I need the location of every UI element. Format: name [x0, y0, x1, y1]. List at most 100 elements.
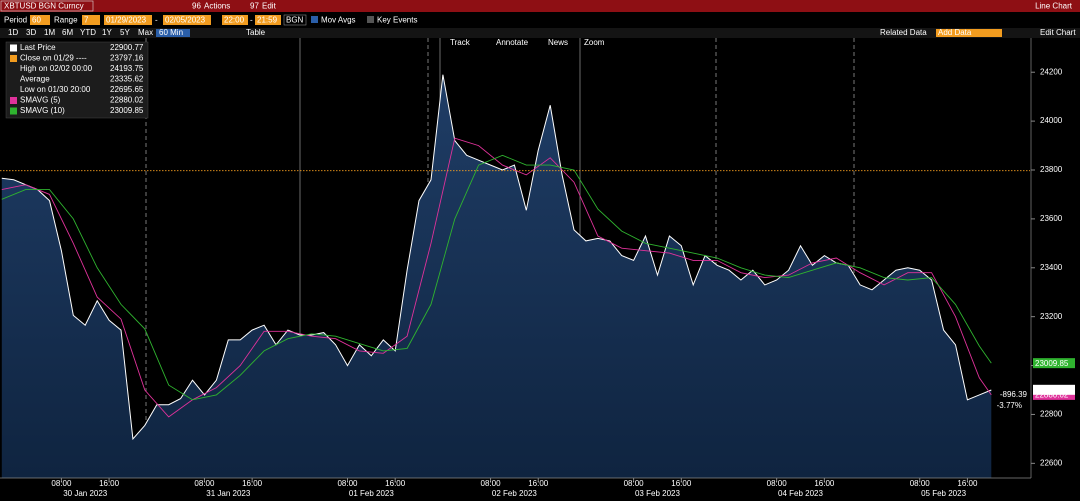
source-box[interactable]	[283, 14, 307, 26]
start-date-box[interactable]	[104, 15, 152, 25]
edit-menu[interactable]: Edit	[262, 2, 277, 11]
source[interactable]: BGN	[286, 16, 304, 25]
legend-value: 23797.16	[110, 54, 144, 63]
x-tick-label: 16:00	[242, 479, 263, 488]
actions-menu[interactable]: Actions	[204, 2, 230, 11]
add-data-box[interactable]	[936, 29, 1002, 37]
day-label: 31 Jan 2023	[206, 489, 251, 498]
chart-tool[interactable]: News	[548, 38, 568, 47]
timeframe-button[interactable]: Max	[138, 28, 153, 37]
x-tick-label: 08:00	[481, 479, 502, 488]
period-input[interactable]: 60	[32, 16, 41, 25]
timeframe-button[interactable]: 6M	[62, 28, 73, 37]
y-tick-label: 24000	[1040, 116, 1063, 125]
day-label: 30 Jan 2023	[63, 489, 108, 498]
title-bar	[0, 0, 1080, 12]
timeframe-button[interactable]: 1M	[44, 28, 55, 37]
edit-chart[interactable]: Edit Chart	[1040, 28, 1076, 37]
controls-bg	[0, 12, 1080, 28]
legend-label: Average	[20, 75, 50, 84]
legend-label: High on 02/02 00:00	[20, 64, 93, 73]
x-tick-label: 16:00	[385, 479, 406, 488]
y-tick-label: 23800	[1040, 165, 1063, 174]
controls-row: Period 60 Range 7 01/29/2023-02/05/2023 22:00…	[0, 12, 1080, 28]
legend-bg	[5, 41, 149, 119]
end-time-box[interactable]	[255, 15, 281, 25]
separator: -	[155, 16, 158, 25]
interval-box[interactable]	[156, 29, 190, 37]
last-value-box	[1033, 358, 1075, 369]
y-tick-label: 22800	[1040, 410, 1063, 419]
actions-code: 96	[192, 2, 201, 11]
x-tick-label: 08:00	[194, 479, 215, 488]
period-input-box[interactable]	[30, 15, 50, 25]
y-tick-label: 24200	[1040, 67, 1063, 76]
legend-value: 23009.85	[110, 106, 144, 115]
start-time-box[interactable]	[222, 15, 248, 25]
x-tick-label: 08:00	[337, 479, 358, 488]
legend-label: Low on 01/30 20:00	[20, 85, 91, 94]
series-line	[1, 137, 992, 418]
x-tick-label: 08:00	[624, 479, 645, 488]
add-data[interactable]: Add Data	[938, 28, 972, 37]
chart-tool[interactable]: Track	[450, 38, 471, 47]
end-time[interactable]: 21:59	[257, 16, 278, 25]
last-value-box	[1033, 389, 1075, 400]
key-events[interactable]: Key Events	[377, 16, 417, 25]
timeframe-button[interactable]: 1D	[8, 28, 18, 37]
start-time[interactable]: 22:00	[224, 16, 245, 25]
legend-label: Last Price	[20, 43, 56, 52]
ticker-box[interactable]	[0, 0, 94, 12]
x-tick-label: 16:00	[528, 479, 549, 488]
mov-avgs[interactable]: Mov Avgs	[321, 16, 356, 25]
x-tick-label: 16:00	[957, 479, 978, 488]
day-label: 04 Feb 2023	[778, 489, 823, 498]
y-tick-label: 22600	[1040, 458, 1063, 467]
chart-tool[interactable]: Annotate	[496, 38, 529, 47]
timeframe-bg	[0, 28, 1080, 38]
series-line	[1, 74, 992, 441]
day-label: 03 Feb 2023	[635, 489, 680, 498]
legend-value: 24193.75	[110, 64, 144, 73]
x-tick-label: 08:00	[767, 479, 788, 488]
net-change: -896.39	[1000, 390, 1028, 399]
legend-value: 22900.77	[110, 43, 144, 52]
x-tick-label: 16:00	[99, 479, 120, 488]
range-input-box[interactable]	[82, 15, 100, 25]
series-line	[1, 154, 992, 401]
last-value: 22880.02	[1035, 390, 1069, 399]
legend-swatch	[10, 97, 17, 104]
legend-label: Close on 01/29 ----	[20, 54, 87, 63]
plot-area	[1, 38, 992, 478]
table-button[interactable]: Table	[246, 28, 266, 37]
separator: -	[250, 16, 253, 25]
day-label: 01 Feb 2023	[349, 489, 394, 498]
legend-swatch	[10, 55, 17, 62]
timeframe-button[interactable]: YTD	[80, 28, 96, 37]
y-tick-label: 23400	[1040, 263, 1063, 272]
legend-value: 22880.02	[110, 96, 144, 105]
y-tick-label: 23200	[1040, 312, 1063, 321]
end-date-box[interactable]	[163, 15, 211, 25]
start-date[interactable]: 01/29/2023	[106, 16, 147, 25]
key-events-check[interactable]	[367, 16, 374, 23]
timeframe-button[interactable]: 3D	[26, 28, 36, 37]
end-date[interactable]: 02/05/2023	[165, 16, 206, 25]
chart-tool[interactable]: Zoom	[584, 38, 605, 47]
ticker[interactable]: XBTUSD BGN Curncy	[4, 2, 84, 11]
x-tick-label: 08:00	[910, 479, 931, 488]
timeframe-button[interactable]: 5Y	[120, 28, 130, 37]
range-input[interactable]: 7	[84, 16, 89, 25]
edit-code: 97	[250, 2, 259, 11]
last-value-box	[1033, 384, 1075, 395]
mov-avgs-check[interactable]	[311, 16, 318, 23]
legend-swatch	[10, 44, 17, 52]
pct-change: -3.77%	[997, 401, 1022, 410]
timeframe-button[interactable]: 1Y	[102, 28, 112, 37]
legend-label: SMAVG (10)	[20, 106, 65, 115]
legend-value: 23335.62	[110, 75, 144, 84]
range-label: Range	[54, 16, 78, 25]
related-data[interactable]: Related Data	[880, 28, 927, 37]
interval[interactable]: 60 Min	[159, 28, 183, 37]
